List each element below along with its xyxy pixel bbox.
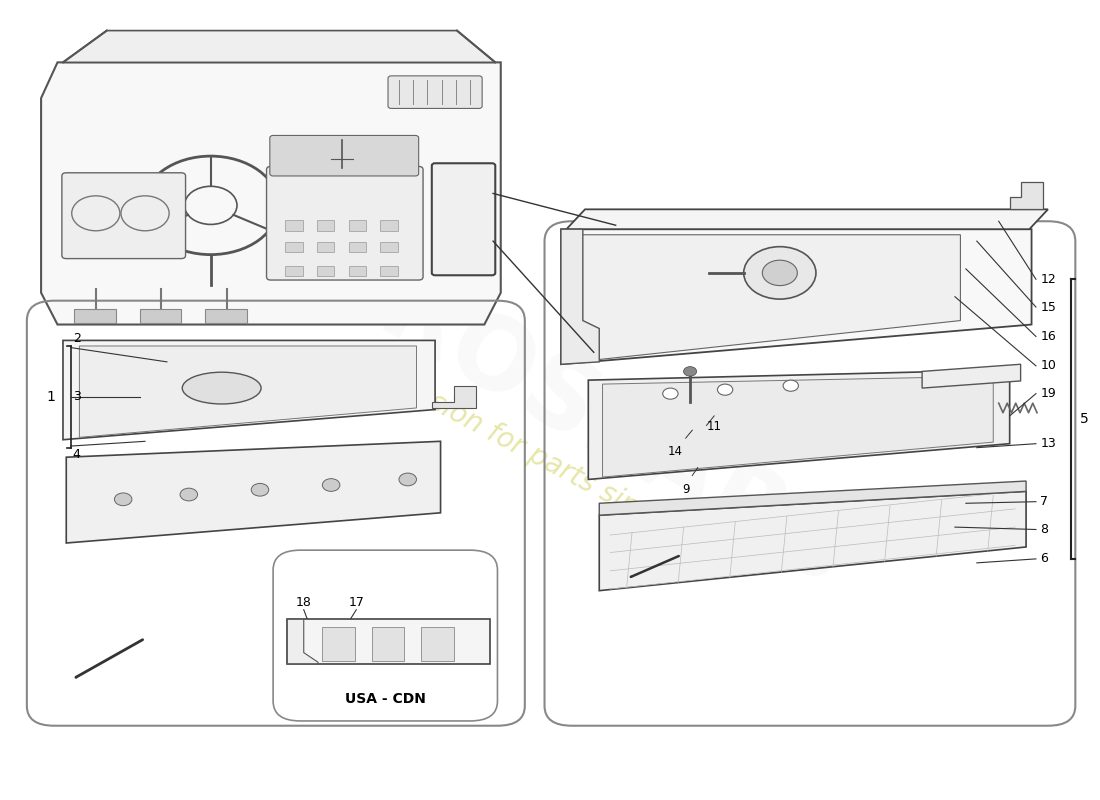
FancyBboxPatch shape [62, 173, 186, 258]
Polygon shape [1010, 182, 1043, 210]
Text: a passion for parts since 1985: a passion for parts since 1985 [359, 353, 741, 574]
Bar [206, 309, 246, 323]
Polygon shape [578, 234, 960, 362]
Bar [421, 627, 453, 661]
Text: 7: 7 [1041, 495, 1048, 508]
Circle shape [399, 473, 417, 486]
Polygon shape [432, 386, 475, 408]
FancyBboxPatch shape [388, 76, 482, 109]
Text: USA - CDN: USA - CDN [344, 692, 426, 706]
Circle shape [114, 493, 132, 506]
FancyBboxPatch shape [432, 163, 495, 275]
Circle shape [322, 478, 340, 491]
Polygon shape [922, 364, 1021, 388]
Text: EUROSPARS: EUROSPARS [234, 190, 866, 610]
Bar [322, 627, 355, 661]
Text: 12: 12 [1041, 273, 1056, 286]
FancyArrowPatch shape [631, 556, 679, 577]
Circle shape [744, 246, 816, 299]
Polygon shape [79, 346, 417, 438]
Bar [381, 221, 398, 230]
Bar [285, 266, 303, 276]
Text: 14: 14 [668, 446, 682, 458]
Polygon shape [287, 619, 318, 664]
Polygon shape [287, 619, 490, 664]
Polygon shape [561, 229, 600, 364]
Circle shape [783, 380, 799, 391]
Bar [349, 221, 366, 230]
Bar [372, 627, 405, 661]
Polygon shape [41, 62, 501, 325]
Text: 9: 9 [682, 483, 690, 497]
Polygon shape [600, 481, 1026, 515]
Polygon shape [588, 370, 1010, 479]
Text: 11: 11 [706, 420, 722, 434]
Bar [285, 242, 303, 252]
Polygon shape [603, 376, 993, 477]
Bar [317, 242, 334, 252]
Polygon shape [66, 442, 441, 543]
Circle shape [683, 366, 696, 376]
Polygon shape [561, 229, 1032, 364]
Circle shape [662, 388, 678, 399]
Text: 10: 10 [1041, 359, 1056, 372]
FancyArrowPatch shape [76, 640, 143, 678]
FancyBboxPatch shape [266, 166, 424, 280]
Bar [349, 242, 366, 252]
Text: 3: 3 [73, 390, 80, 403]
Bar [381, 266, 398, 276]
Text: 8: 8 [1041, 523, 1048, 536]
Bar [140, 309, 182, 323]
Text: 13: 13 [1041, 437, 1056, 450]
Circle shape [180, 488, 198, 501]
Bar [349, 266, 366, 276]
Polygon shape [600, 491, 1026, 590]
Bar [317, 266, 334, 276]
Text: 15: 15 [1041, 301, 1056, 314]
Ellipse shape [183, 372, 261, 404]
Text: 6: 6 [1041, 552, 1048, 566]
Text: 4: 4 [73, 448, 80, 461]
Text: 2: 2 [73, 332, 80, 345]
Circle shape [717, 384, 733, 395]
Bar [74, 309, 116, 323]
FancyBboxPatch shape [270, 135, 419, 176]
Polygon shape [63, 30, 495, 62]
Bar [285, 221, 303, 230]
Polygon shape [566, 210, 1048, 229]
Text: 18: 18 [296, 596, 311, 609]
Text: 16: 16 [1041, 330, 1056, 343]
Text: 19: 19 [1041, 387, 1056, 400]
Text: 17: 17 [349, 596, 364, 609]
Polygon shape [63, 341, 436, 440]
Circle shape [762, 260, 798, 286]
Circle shape [251, 483, 268, 496]
Bar [381, 242, 398, 252]
Text: 1: 1 [46, 390, 55, 404]
Bar [317, 221, 334, 230]
Text: 5: 5 [1080, 412, 1089, 426]
